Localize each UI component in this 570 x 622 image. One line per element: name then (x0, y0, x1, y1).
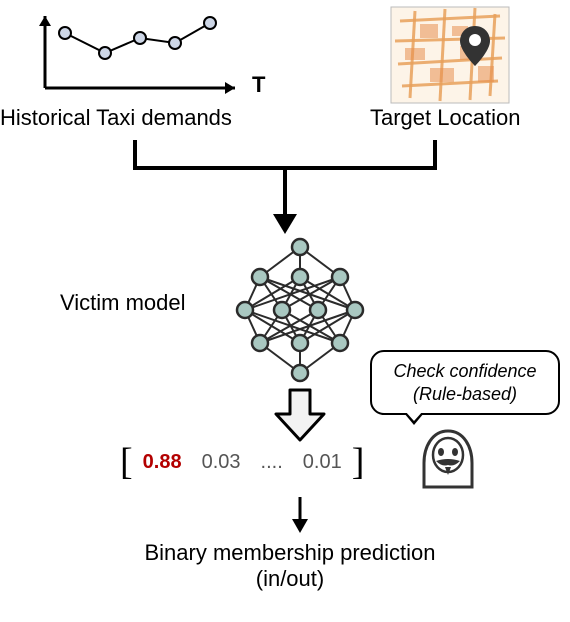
map-thumbnail (390, 6, 510, 104)
output-arrow (270, 388, 330, 443)
merge-arrow (100, 140, 470, 240)
victim-model-label: Victim model (60, 290, 186, 316)
speech-line1: Check confidence (382, 360, 548, 383)
result-line2: (in/out) (80, 566, 500, 592)
left-input-label: Historical Taxi demands (0, 105, 232, 131)
vector-value: .... (261, 451, 283, 474)
speech-line2: (Rule-based) (382, 383, 548, 406)
speech-bubble: Check confidence (Rule-based) (370, 350, 560, 415)
vector-value: 0.01 (303, 451, 342, 474)
hacker-icon (418, 425, 478, 495)
result-block: Binary membership prediction (in/out) (80, 540, 500, 592)
output-vector: [ 0.88 0.03.... 0.01 ] (120, 440, 364, 484)
axis-label: T (252, 72, 265, 98)
result-arrow (288, 495, 312, 535)
vector-value: 0.03 (202, 451, 241, 474)
neural-net-icon (225, 235, 375, 385)
left-bracket: [ (120, 440, 133, 484)
vector-value: 0.88 (143, 451, 182, 474)
right-bracket: ] (352, 440, 365, 484)
right-input-label: Target Location (370, 105, 520, 131)
timeseries-chart (20, 8, 250, 103)
result-line1: Binary membership prediction (80, 540, 500, 566)
